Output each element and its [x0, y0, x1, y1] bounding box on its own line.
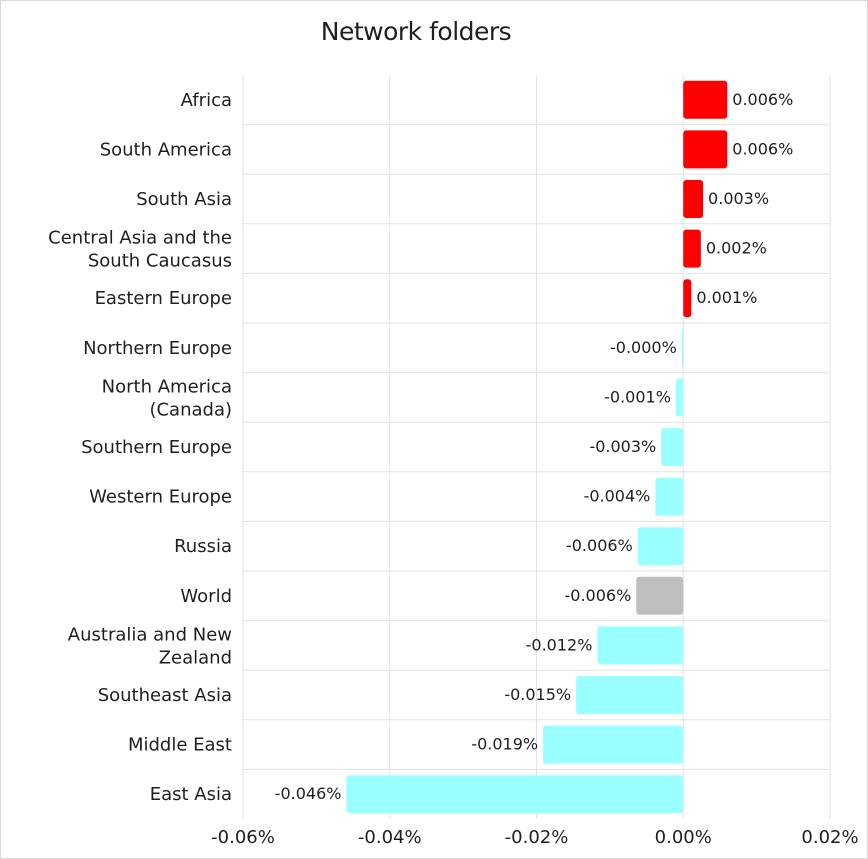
- category-label: North America: [102, 376, 232, 397]
- category-label: Australia and New: [68, 624, 232, 645]
- chart-title: Network folders: [320, 17, 512, 46]
- bar: [636, 576, 684, 615]
- data-label: -0.000%: [610, 338, 677, 357]
- bar: [681, 328, 684, 367]
- bar: [597, 626, 684, 665]
- data-label: 0.006%: [732, 90, 793, 109]
- category-label: Western Europe: [89, 487, 232, 508]
- bar: [683, 180, 704, 218]
- data-label: -0.006%: [566, 536, 633, 555]
- data-label: -0.001%: [604, 387, 671, 406]
- x-tick-label: 0.00%: [655, 827, 712, 848]
- data-label: -0.003%: [589, 437, 656, 456]
- category-label: Northern Europe: [83, 338, 232, 359]
- bar: [661, 428, 684, 466]
- category-label: World: [180, 586, 232, 607]
- data-label: -0.006%: [565, 586, 632, 605]
- data-label: -0.015%: [504, 685, 571, 704]
- category-label: (Canada): [149, 399, 232, 420]
- category-label: South America: [100, 139, 232, 160]
- data-label: 0.003%: [708, 189, 769, 208]
- x-tick-label: -0.04%: [358, 827, 422, 848]
- bar: [543, 725, 684, 764]
- bar: [683, 279, 692, 318]
- bar: [683, 80, 728, 119]
- category-label: South Asia: [136, 189, 232, 210]
- data-label: 0.006%: [732, 139, 793, 158]
- category-label: Middle East: [128, 735, 232, 756]
- bar: [576, 676, 684, 714]
- bar: [655, 477, 684, 516]
- x-tick-label: 0.02%: [801, 827, 858, 848]
- data-label: -0.046%: [275, 784, 342, 803]
- data-label: 0.002%: [706, 239, 767, 258]
- bar: [675, 378, 684, 417]
- data-label: -0.004%: [584, 487, 651, 506]
- category-label: Africa: [181, 90, 232, 111]
- category-label: Southeast Asia: [98, 685, 232, 706]
- category-label: South Caucasus: [88, 251, 232, 272]
- data-label: -0.019%: [471, 735, 538, 754]
- data-label: -0.012%: [526, 635, 593, 654]
- x-tick-label: -0.02%: [505, 827, 569, 848]
- x-tick-label: -0.06%: [211, 827, 275, 848]
- category-label: Central Asia and the: [48, 228, 232, 249]
- category-label: Russia: [174, 536, 232, 557]
- bar: [683, 130, 728, 169]
- category-label: Southern Europe: [81, 437, 232, 458]
- bar: [346, 775, 684, 814]
- data-label: 0.001%: [696, 288, 757, 307]
- category-label: Eastern Europe: [95, 288, 232, 309]
- category-label: Zealand: [159, 647, 232, 668]
- category-label: East Asia: [150, 784, 232, 805]
- bar: [637, 527, 684, 566]
- bar: [683, 229, 701, 268]
